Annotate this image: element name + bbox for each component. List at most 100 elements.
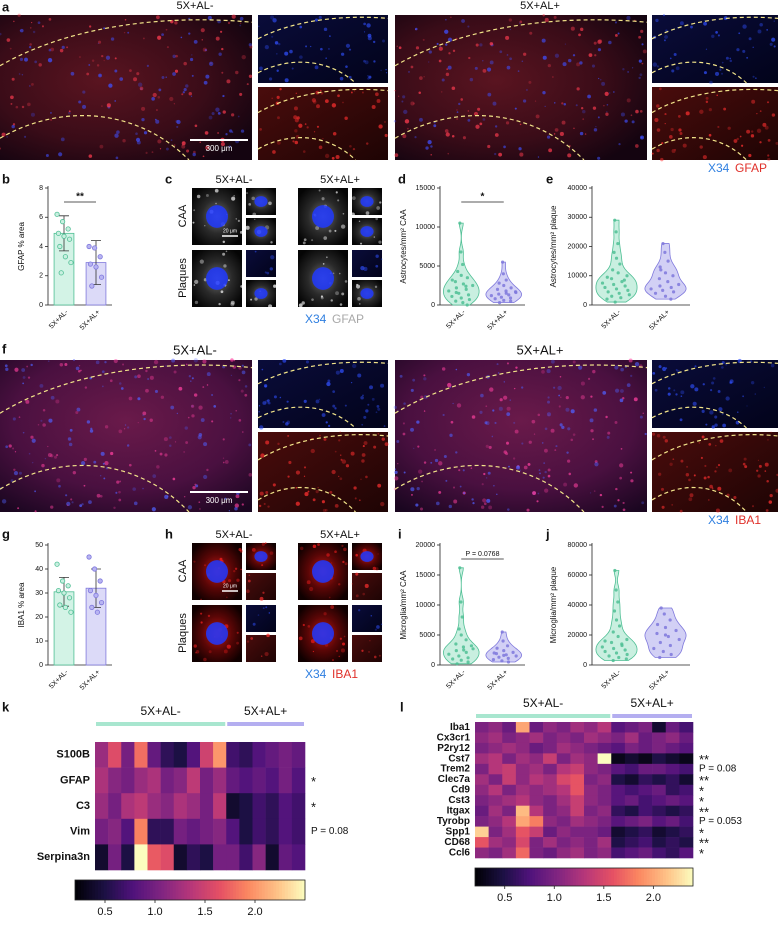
- speckle: [239, 24, 242, 27]
- speckle: [362, 445, 365, 448]
- speckle: [323, 612, 327, 616]
- speckle: [570, 409, 575, 414]
- speckle: [441, 367, 446, 371]
- speckle: [494, 152, 497, 156]
- heatmap-cell: [556, 837, 571, 848]
- speckle: [228, 510, 230, 512]
- speckle: [722, 423, 727, 428]
- colorbar-step: [100, 880, 105, 900]
- speckle: [709, 484, 713, 489]
- speckle: [410, 65, 414, 69]
- data-point: [652, 646, 656, 651]
- colorbar-step: [608, 868, 612, 886]
- speckle: [367, 33, 372, 38]
- colorbar-step: [230, 880, 234, 900]
- y-tick-label: 20000: [568, 632, 588, 639]
- speckle: [716, 94, 719, 97]
- speckle: [434, 449, 436, 451]
- micrograph: [395, 15, 647, 160]
- speckle: [173, 103, 175, 105]
- data-point: [663, 271, 668, 275]
- speckle: [200, 418, 205, 422]
- group-bar: [476, 714, 611, 718]
- heatmap-cell: [252, 818, 266, 845]
- heatmap-cell: [556, 774, 571, 786]
- heatmap-cell: [529, 784, 544, 796]
- data-point: [501, 639, 505, 643]
- panel-label: a: [2, 0, 10, 14]
- speckle: [489, 60, 494, 65]
- speckle: [61, 45, 65, 49]
- panel-label: j: [545, 526, 550, 541]
- speckle: [715, 466, 718, 469]
- heatmap-cell: [597, 816, 612, 827]
- speckle: [482, 60, 484, 62]
- speckle: [185, 441, 189, 444]
- significance-label: **: [699, 804, 709, 819]
- speckle: [115, 156, 119, 160]
- data-point: [469, 644, 474, 648]
- colorbar-step: [184, 880, 188, 900]
- speckle: [353, 90, 356, 92]
- speckle: [248, 74, 253, 78]
- region-outline: [257, 16, 389, 40]
- heatmap-cell: [186, 844, 201, 871]
- heatmap-cell: [611, 763, 626, 775]
- speckle: [703, 21, 707, 26]
- speckle: [382, 39, 385, 43]
- speckle: [725, 56, 729, 60]
- speckle: [480, 505, 485, 509]
- speckle: [301, 301, 305, 305]
- heatmap-cell: [239, 844, 253, 871]
- speckle: [492, 409, 495, 412]
- speckle: [642, 49, 647, 54]
- data-point: [666, 259, 670, 263]
- speckle: [271, 35, 274, 38]
- speckle: [710, 389, 713, 392]
- speckle: [419, 117, 423, 122]
- speckle: [334, 503, 339, 508]
- speckle: [252, 212, 257, 217]
- speckle: [320, 47, 323, 51]
- speckle: [487, 92, 492, 97]
- speckle: [83, 484, 86, 487]
- heatmap-cell: [543, 722, 558, 733]
- stain-label: X34: [708, 513, 730, 527]
- speckle: [194, 124, 198, 128]
- heatmap-cell: [213, 844, 227, 871]
- speckle: [228, 279, 230, 281]
- speckle: [412, 378, 416, 382]
- speckle: [93, 460, 97, 464]
- heatmap-cell: [488, 795, 503, 806]
- speckle: [675, 368, 678, 372]
- speckle: [714, 71, 720, 76]
- speckle: [71, 501, 74, 504]
- speckle: [494, 133, 499, 137]
- heatmap-cell: [556, 742, 571, 754]
- data-point: [87, 261, 94, 267]
- speckle: [456, 403, 462, 408]
- speckle: [142, 411, 147, 416]
- speckle: [376, 206, 380, 210]
- speckle: [325, 57, 327, 59]
- heatmap-cell: [265, 818, 280, 845]
- row-label: P2ry12: [437, 743, 470, 754]
- speckle: [44, 458, 46, 460]
- speckle: [261, 542, 265, 546]
- y-tick-label: 0: [431, 302, 435, 309]
- speckle: [248, 473, 253, 477]
- data-point: [97, 578, 103, 584]
- speckle: [186, 149, 190, 153]
- speckle: [719, 68, 722, 71]
- speckle: [542, 55, 547, 60]
- speckle: [675, 66, 680, 71]
- speckle: [222, 457, 225, 459]
- data-point: [600, 645, 604, 649]
- heatmap-cell: [543, 784, 558, 796]
- data-point: [457, 627, 461, 631]
- speckle: [17, 13, 21, 17]
- speckle: [758, 464, 762, 468]
- speckle: [324, 508, 328, 512]
- speckle: [330, 562, 333, 564]
- data-point: [514, 654, 518, 658]
